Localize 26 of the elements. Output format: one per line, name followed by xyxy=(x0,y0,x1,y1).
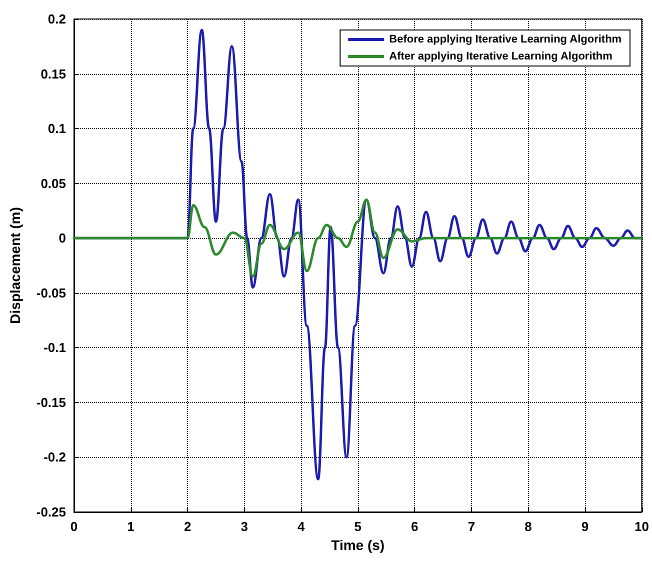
y-tick-label: -0.2 xyxy=(44,450,66,465)
legend-label: Before applying Iterative Learning Algorithm xyxy=(389,34,622,46)
y-tick-label: -0.25 xyxy=(36,504,66,520)
y-tick-label: -0.15 xyxy=(36,394,66,410)
x-tick-label: 2 xyxy=(184,519,192,534)
x-tick-label: 7 xyxy=(468,519,476,534)
x-axis-title: Time (s) xyxy=(331,537,385,553)
legend-label: After applying Iterative Learning Algorithm xyxy=(389,50,613,62)
y-tick-label: -0.1 xyxy=(44,340,66,356)
x-tick-label: 4 xyxy=(297,519,306,534)
y-tick-label: 0.05 xyxy=(40,176,66,191)
x-tick-label: 10 xyxy=(634,519,650,534)
y-axis-title: Displacement (m) xyxy=(7,207,23,324)
x-tick-label: 5 xyxy=(354,519,362,534)
x-tick-label: 1 xyxy=(127,519,134,534)
x-tick-label: 0 xyxy=(70,519,78,534)
y-tick-label: 0.2 xyxy=(48,12,66,26)
y-tick-label: 0 xyxy=(58,230,66,246)
x-tick-label: 3 xyxy=(240,519,248,534)
x-tick-label: 6 xyxy=(411,519,418,534)
y-tick-label: -0.05 xyxy=(36,285,66,300)
y-tick-label: 0.1 xyxy=(48,121,66,136)
x-tick-label: 8 xyxy=(524,519,532,534)
y-tick-label: 0.15 xyxy=(40,66,66,82)
line-series xyxy=(72,198,644,278)
x-tick-label: 9 xyxy=(581,519,589,534)
